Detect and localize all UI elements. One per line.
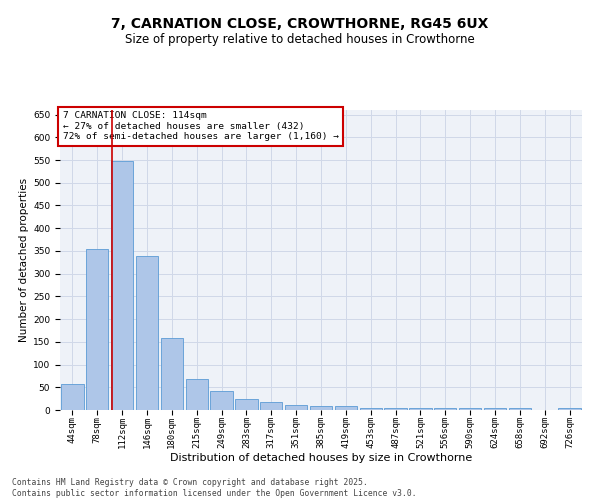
- Bar: [235, 398, 257, 410]
- Bar: [136, 256, 158, 410]
- Bar: [61, 384, 83, 410]
- Text: 7 CARNATION CLOSE: 114sqm
← 27% of detached houses are smaller (432)
72% of semi: 7 CARNATION CLOSE: 114sqm ← 27% of detac…: [62, 112, 338, 142]
- Bar: [185, 379, 208, 410]
- Bar: [211, 391, 233, 410]
- Bar: [434, 408, 457, 410]
- Text: 7, CARNATION CLOSE, CROWTHORNE, RG45 6UX: 7, CARNATION CLOSE, CROWTHORNE, RG45 6UX: [112, 18, 488, 32]
- Bar: [359, 408, 382, 410]
- Y-axis label: Number of detached properties: Number of detached properties: [19, 178, 29, 342]
- Bar: [459, 408, 481, 410]
- Bar: [260, 402, 283, 410]
- Bar: [559, 408, 581, 410]
- Bar: [86, 248, 109, 410]
- Text: Size of property relative to detached houses in Crowthorne: Size of property relative to detached ho…: [125, 32, 475, 46]
- Text: Contains HM Land Registry data © Crown copyright and database right 2025.
Contai: Contains HM Land Registry data © Crown c…: [12, 478, 416, 498]
- Bar: [161, 338, 183, 410]
- Bar: [484, 408, 506, 410]
- Bar: [385, 408, 407, 410]
- X-axis label: Distribution of detached houses by size in Crowthorne: Distribution of detached houses by size …: [170, 452, 472, 462]
- Bar: [409, 408, 431, 410]
- Bar: [285, 406, 307, 410]
- Bar: [310, 406, 332, 410]
- Bar: [509, 408, 531, 410]
- Bar: [111, 162, 133, 410]
- Bar: [335, 406, 357, 410]
